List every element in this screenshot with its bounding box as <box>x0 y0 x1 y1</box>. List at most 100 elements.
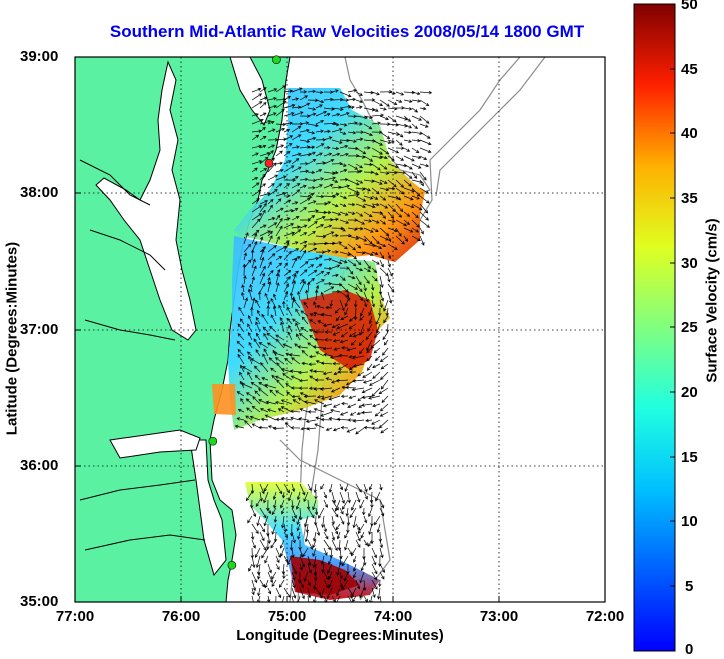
velocity-arrow <box>259 256 265 269</box>
velocity-arrow <box>387 170 398 175</box>
axis-ticks <box>75 192 500 602</box>
velocity-arrow <box>339 163 347 167</box>
velocity-arrow <box>351 355 365 360</box>
velocity-arrow <box>355 122 363 126</box>
velocity-arrow <box>331 515 335 526</box>
velocity-arrow <box>371 587 376 599</box>
velocity-arrow <box>267 571 274 584</box>
velocity-arrow <box>284 422 293 429</box>
velocity-arrow <box>331 250 339 254</box>
velocity-arrow <box>419 147 432 153</box>
velocity-arrow <box>323 539 331 551</box>
station-marker <box>227 560 237 570</box>
velocity-arrow <box>307 123 319 128</box>
velocity-vectors <box>234 85 433 602</box>
velocity-arrow <box>403 235 408 242</box>
velocity-arrow <box>419 115 430 124</box>
velocity-arrow <box>395 235 405 245</box>
velocity-arrow <box>280 416 293 421</box>
velocity-arrow <box>251 539 256 549</box>
velocity-arrow <box>291 125 302 133</box>
velocity-arrow <box>251 118 264 125</box>
velocity-arrow <box>419 195 430 204</box>
velocity-arrow <box>363 155 374 162</box>
velocity-arrow <box>249 499 254 509</box>
velocity-arrow <box>352 363 365 368</box>
velocity-arrow <box>339 184 351 189</box>
velocity-arrow <box>299 563 303 571</box>
velocity-arrow <box>291 201 299 205</box>
velocity-arrow <box>236 391 245 397</box>
velocity-arrow <box>272 491 277 500</box>
velocity-arrow <box>325 305 333 310</box>
velocity-arrow <box>236 340 245 349</box>
velocity-arrow <box>379 147 390 155</box>
velocity-arrow <box>379 507 385 517</box>
velocity-arrow <box>371 121 381 125</box>
velocity-arrow <box>347 130 357 135</box>
velocity-arrow <box>336 323 349 330</box>
velocity-arrow <box>379 139 392 144</box>
velocity-arrow <box>291 87 303 93</box>
velocity-arrow <box>323 176 337 181</box>
velocity-arrow <box>339 112 350 117</box>
velocity-arrow <box>395 203 404 213</box>
velocity-arrow <box>318 507 325 519</box>
velocity-arrow <box>282 343 293 349</box>
velocity-arrow <box>291 152 302 157</box>
velocity-arrow <box>275 183 283 189</box>
velocity-arrow <box>306 427 317 431</box>
velocity-arrow <box>419 139 432 146</box>
velocity-arrow <box>299 90 308 94</box>
velocity-arrow <box>355 251 366 255</box>
velocity-arrow <box>273 351 285 357</box>
velocity-arrow <box>299 579 305 589</box>
velocity-arrow <box>299 128 310 133</box>
velocity-arrow <box>249 415 261 421</box>
velocity-arrow <box>370 283 375 291</box>
velocity-arrow <box>371 219 380 224</box>
velocity-arrow <box>366 355 373 362</box>
velocity-arrow <box>331 259 343 265</box>
velocity-arrow <box>363 227 374 233</box>
velocity-arrow <box>315 104 323 109</box>
velocity-arrow <box>242 366 253 373</box>
velocity-arrow <box>339 491 345 504</box>
velocity-arrow <box>368 483 373 491</box>
velocity-arrow <box>367 539 373 548</box>
velocity-arrow <box>296 491 301 501</box>
velocity-arrow <box>355 531 361 542</box>
velocity-arrow <box>380 379 389 390</box>
velocity-arrow <box>331 146 340 151</box>
velocity-arrow <box>250 358 261 365</box>
velocity-arrow <box>332 331 341 336</box>
velocity-arrow <box>259 200 269 205</box>
velocity-arrow <box>325 377 333 381</box>
velocity-arrow <box>372 363 381 369</box>
velocity-arrow <box>385 307 390 317</box>
velocity-arrow <box>275 168 284 173</box>
velocity-arrow <box>291 248 300 253</box>
velocity-arrow <box>355 491 361 503</box>
velocity-arrow <box>307 264 315 269</box>
velocity-arrow <box>259 183 267 189</box>
velocity-arrow <box>251 297 256 309</box>
velocity-arrow <box>419 155 428 160</box>
velocity-arrow <box>323 353 333 357</box>
velocity-arrow <box>295 499 301 510</box>
velocity-arrow <box>323 286 335 293</box>
velocity-arrow <box>267 183 275 189</box>
velocity-arrow <box>275 150 283 157</box>
velocity-arrow <box>302 547 309 558</box>
velocity-arrow <box>291 158 300 165</box>
velocity-arrow <box>379 275 384 289</box>
velocity-arrow <box>323 231 335 237</box>
velocity-arrow <box>323 152 333 157</box>
velocity-arrow <box>261 547 269 559</box>
velocity-arrow <box>247 288 253 301</box>
velocity-arrow <box>328 483 333 493</box>
velocity-arrow <box>312 539 317 549</box>
velocity-arrow <box>291 587 297 599</box>
velocity-arrow <box>331 97 344 102</box>
velocity-arrow <box>411 219 420 228</box>
